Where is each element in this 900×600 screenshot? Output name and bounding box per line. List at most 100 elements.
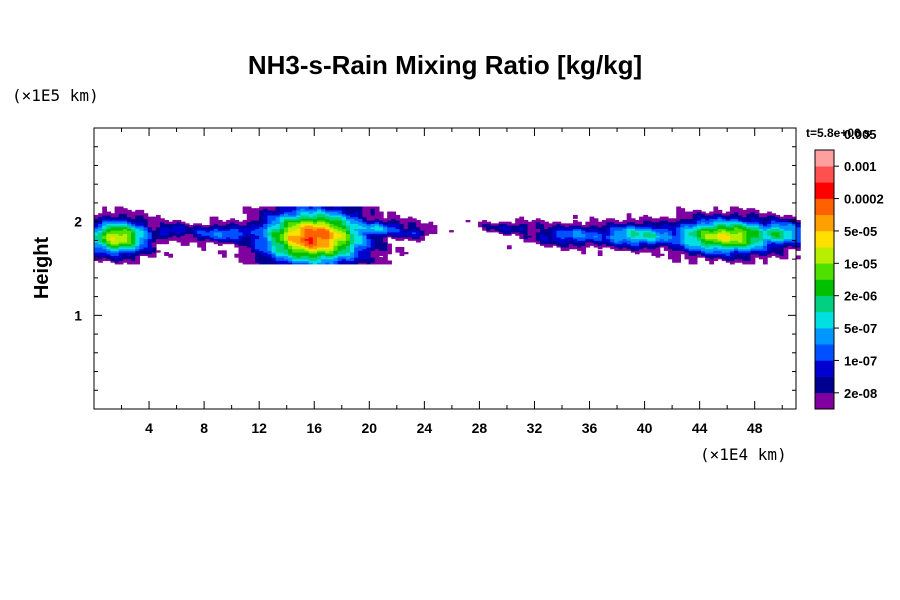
contour-cell [345,246,351,250]
contour-cell [651,240,657,243]
contour-cell [98,238,103,241]
contour-cell [486,228,492,231]
contour-cell [383,243,388,246]
contour-cell [271,206,277,209]
contour-cell [713,223,719,226]
contour-cell [639,241,644,245]
contour-field [94,206,801,265]
contour-cell [325,235,330,238]
contour-cell [407,231,413,235]
colorbar-swatch [815,166,834,183]
contour-cell [114,243,120,246]
contour-cell [659,219,665,223]
contour-cell [193,226,198,230]
contour-cell [672,231,677,235]
contour-cell [783,235,789,238]
contour-cell [597,231,603,235]
contour-cell [131,219,136,223]
contour-cell [98,257,103,260]
contour-cell [767,253,772,256]
contour-cell [581,231,586,235]
contour-cell [358,219,364,223]
contour-cell [721,236,727,240]
contour-cell [626,223,632,226]
contour-cell [680,221,686,224]
contour-cell [122,218,128,221]
contour-cell [147,238,153,241]
contour-cell [259,211,264,214]
contour-cell [271,225,277,228]
contour-cell [197,245,202,248]
contour-cell [651,246,657,250]
contour-cell [135,213,141,216]
contour-cell [614,235,620,238]
contour-cell [267,260,273,263]
contour-cell [552,240,558,243]
contour-cell [118,241,124,245]
contour-cell [246,248,252,251]
contour-cell [688,258,694,262]
contour-cell [416,226,421,230]
contour-cell [114,225,120,228]
contour-cell [531,221,537,224]
contour-cell [250,236,256,240]
contour-cell [275,253,281,256]
contour-cell [98,253,103,256]
contour-cell [734,245,739,248]
y-unit-label: (×1E5 km) [12,86,99,105]
contour-cell [279,235,285,238]
contour-cell [746,209,752,213]
contour-cell [742,250,748,253]
contour-cell [250,238,256,241]
contour-cell [205,238,211,241]
contour-cell [122,225,128,228]
contour-cell [345,253,351,256]
contour-cell [701,253,706,256]
contour-cell [259,250,264,253]
contour-cell [135,253,141,256]
contour-cell [750,225,756,228]
contour-cell [230,241,235,245]
contour-cell [300,225,306,228]
contour-cell [610,243,615,246]
contour-cell [734,252,739,255]
contour-cell [230,225,235,228]
contour-cell [383,238,388,241]
contour-cell [288,213,293,216]
contour-cell [544,243,549,246]
contour-cell [325,248,330,251]
contour-cell [610,219,615,223]
contour-cell [164,226,169,230]
contour-cell [771,252,776,255]
contour-cell [374,206,380,209]
contour-cell [721,243,727,246]
contour-cell [283,231,289,235]
contour-cell [131,213,136,216]
contour-cell [544,223,549,226]
contour-cell [362,250,368,253]
contour-cell [783,236,789,240]
contour-cell [672,246,677,250]
contour-cell [358,241,364,245]
contour-cell [762,216,768,219]
contour-cell [296,228,302,231]
contour-cell [147,240,153,243]
contour-cell [593,238,599,241]
contour-cell [387,225,392,228]
contour-cell [717,252,723,255]
contour-cell [362,245,368,248]
contour-cell [350,245,355,248]
contour-cell [131,231,136,235]
contour-cell [143,250,149,253]
contour-cell [279,206,285,209]
contour-cell [362,262,368,265]
contour-cell [275,233,281,236]
contour-cell [345,214,351,218]
contour-cell [151,235,157,238]
contour-cell [143,219,149,223]
contour-cell [292,226,297,230]
contour-cell [705,243,710,246]
contour-cell [713,211,719,214]
contour-cell [172,235,178,238]
contour-cell [717,243,723,246]
